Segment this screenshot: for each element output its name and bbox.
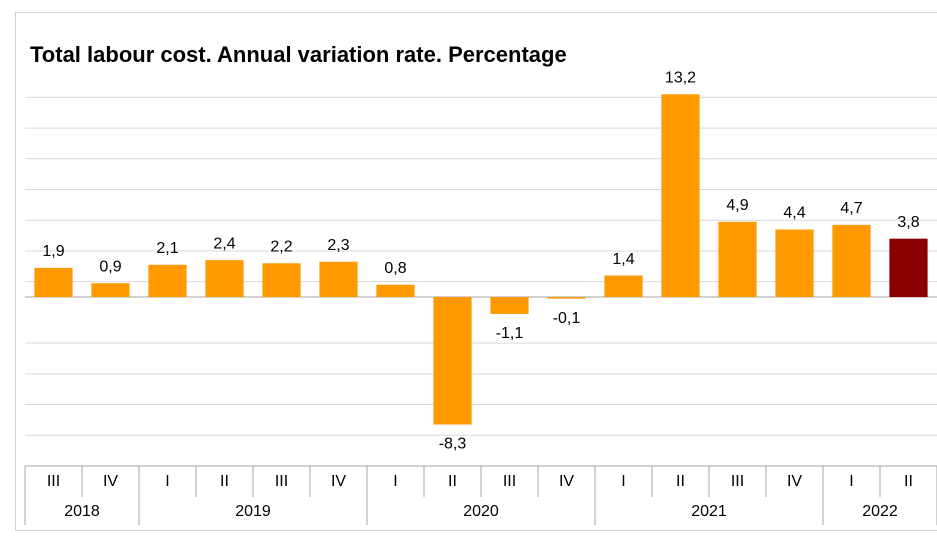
value-label: 2,2 bbox=[270, 238, 292, 255]
value-label: 3,8 bbox=[897, 214, 919, 231]
bar bbox=[433, 297, 472, 425]
bar bbox=[319, 261, 358, 298]
value-label: 1,4 bbox=[612, 251, 634, 268]
bar bbox=[34, 267, 73, 298]
x-tick-label: I bbox=[165, 473, 169, 490]
bar bbox=[832, 224, 871, 298]
bar bbox=[490, 297, 529, 314]
value-label: -0,1 bbox=[553, 310, 581, 327]
x-tick-label: IV bbox=[103, 473, 118, 490]
bar bbox=[205, 260, 244, 298]
bar bbox=[547, 297, 586, 299]
bar bbox=[262, 263, 301, 298]
value-label: 0,8 bbox=[384, 260, 406, 277]
bar bbox=[604, 275, 643, 298]
x-tick-label: II bbox=[448, 473, 457, 490]
value-label: 4,7 bbox=[840, 200, 862, 217]
value-label: 13,2 bbox=[665, 70, 696, 87]
bar bbox=[718, 221, 757, 298]
chart-title: Total labour cost. Annual variation rate… bbox=[30, 42, 567, 67]
value-label: 4,4 bbox=[783, 205, 805, 222]
value-label: 2,1 bbox=[156, 240, 178, 257]
x-tick-label: I bbox=[393, 473, 397, 490]
x-tick-label: III bbox=[47, 473, 60, 490]
x-tick-label: I bbox=[849, 473, 853, 490]
x-tick-label: IV bbox=[787, 473, 802, 490]
bar bbox=[775, 229, 814, 298]
bar bbox=[661, 94, 700, 298]
bar bbox=[889, 238, 928, 298]
x-tick-label: II bbox=[220, 473, 229, 490]
year-label: 2019 bbox=[235, 503, 271, 520]
year-label: 2022 bbox=[862, 503, 898, 520]
year-label: 2018 bbox=[64, 503, 100, 520]
x-tick-label: III bbox=[275, 473, 288, 490]
value-label: 0,9 bbox=[99, 258, 121, 275]
bar bbox=[91, 283, 130, 298]
bar bbox=[376, 284, 415, 298]
value-label: 2,3 bbox=[327, 237, 349, 254]
x-tick-label: II bbox=[904, 473, 913, 490]
year-label: 2020 bbox=[463, 503, 499, 520]
x-tick-label: III bbox=[503, 473, 516, 490]
value-label: 4,9 bbox=[726, 197, 748, 214]
x-tick-label: II bbox=[676, 473, 685, 490]
value-label: 2,4 bbox=[213, 235, 235, 252]
value-label: -1,1 bbox=[496, 325, 524, 342]
value-label: -8,3 bbox=[439, 436, 467, 453]
x-tick-label: IV bbox=[559, 473, 574, 490]
x-tick-label: I bbox=[621, 473, 625, 490]
bar bbox=[148, 264, 187, 298]
year-label: 2021 bbox=[691, 503, 727, 520]
x-tick-label: III bbox=[731, 473, 744, 490]
value-label: 1,9 bbox=[42, 243, 64, 260]
x-tick-label: IV bbox=[331, 473, 346, 490]
